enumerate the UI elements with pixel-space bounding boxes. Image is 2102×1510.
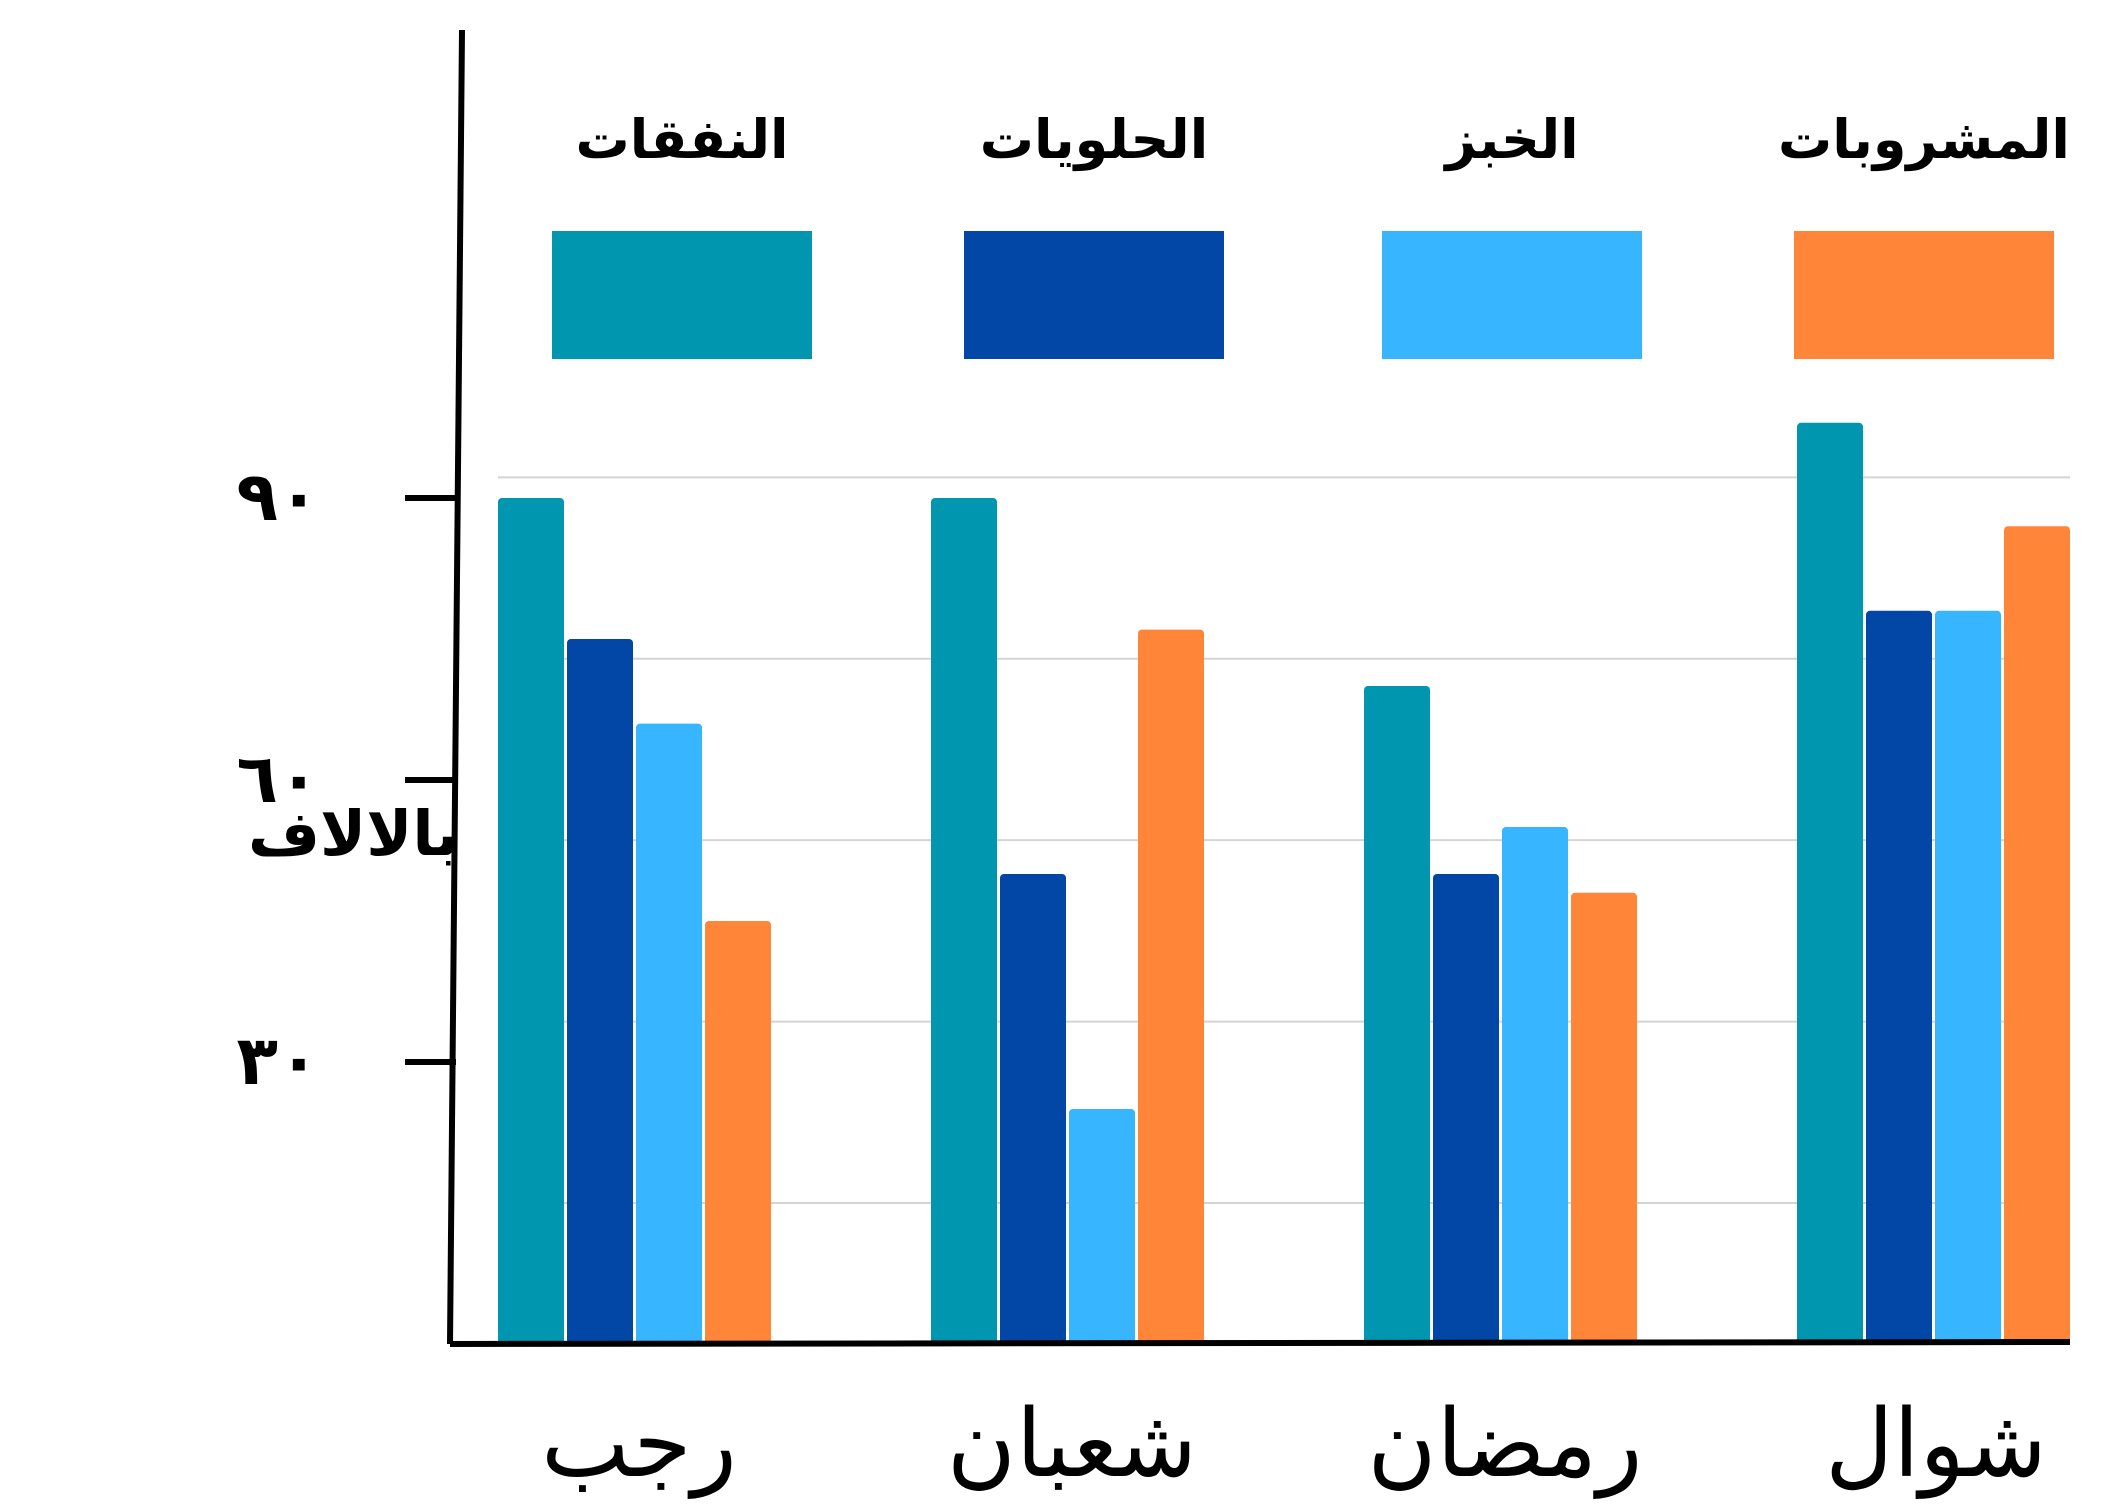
x-tick-labels: رجب شعبان رمضان شوال xyxy=(541,1390,2047,1499)
bar xyxy=(1502,827,1568,1344)
bar xyxy=(498,498,564,1344)
bar xyxy=(705,921,771,1344)
y-axis-label: بالالاف xyxy=(248,797,459,870)
bar xyxy=(2004,526,2070,1344)
x-tick-label: رجب xyxy=(541,1390,737,1499)
legend-swatch xyxy=(552,231,812,359)
legend-label: النفقات xyxy=(575,108,788,171)
y-axis-line xyxy=(447,29,465,1345)
legend-label: الخبز xyxy=(1442,108,1578,171)
x-axis-line xyxy=(449,1339,2071,1347)
legend-swatch xyxy=(964,231,1224,359)
legend-swatch xyxy=(1382,231,1642,359)
bar xyxy=(1364,686,1430,1344)
bar xyxy=(1571,892,1637,1344)
bar xyxy=(567,639,633,1344)
x-tick-label: شوال xyxy=(1825,1390,2047,1499)
y-tick-label: ٣٠ xyxy=(236,1022,319,1101)
x-tick-label: رمضان xyxy=(1368,1390,1643,1499)
bar xyxy=(1866,610,1932,1344)
y-tick-label: ٦٠ xyxy=(236,740,319,819)
bar xyxy=(1000,874,1066,1344)
bar xyxy=(636,723,702,1344)
bar xyxy=(1138,629,1204,1344)
y-tick-label: ٩٠ xyxy=(236,458,319,537)
axes xyxy=(447,29,2071,1347)
legend-label: الحلويات xyxy=(980,108,1208,171)
y-ticks: ٣٠ ٦٠ ٩٠ xyxy=(236,458,456,1101)
legend: النفقات الحلويات الخبز المشروبات xyxy=(552,108,2070,359)
bar xyxy=(931,498,997,1344)
bar xyxy=(1935,610,2001,1344)
x-tick-label: شعبان xyxy=(947,1390,1197,1499)
bars xyxy=(498,422,2070,1344)
legend-label: المشروبات xyxy=(1778,108,2070,171)
bar xyxy=(1797,422,1863,1344)
bar xyxy=(1433,874,1499,1344)
legend-swatch xyxy=(1794,231,2054,359)
bar xyxy=(1069,1109,1135,1344)
